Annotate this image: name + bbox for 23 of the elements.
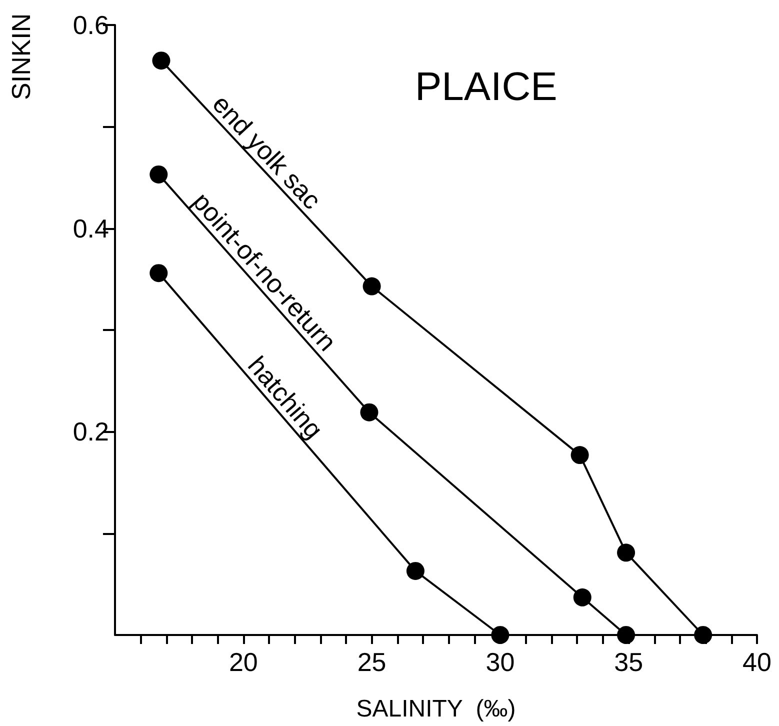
- point: [152, 52, 170, 70]
- x-axis-title: SALINITY (‰): [356, 696, 516, 722]
- x-tick-label: 25: [357, 647, 386, 677]
- x-tick-label: 40: [742, 647, 772, 677]
- point: [570, 446, 589, 464]
- y-tick-label: 0.2: [72, 416, 109, 447]
- x-tick-label: 20: [228, 647, 258, 677]
- point: [694, 626, 712, 644]
- point: [617, 544, 636, 562]
- y-tick-label: 0.4: [72, 213, 109, 244]
- point: [360, 403, 378, 422]
- text: PLAICE: [415, 65, 558, 109]
- point: [406, 562, 424, 580]
- point: [150, 165, 168, 184]
- point: [617, 626, 636, 644]
- point: [573, 588, 592, 606]
- y-axis-title: SINKIN: [6, 13, 36, 100]
- point: [491, 626, 510, 644]
- point: [150, 264, 168, 282]
- x-tick-label: 30: [486, 647, 515, 677]
- x-tick-label: 35: [614, 647, 644, 677]
- point: [362, 277, 381, 296]
- y-tick-label: 0.6: [72, 10, 109, 40]
